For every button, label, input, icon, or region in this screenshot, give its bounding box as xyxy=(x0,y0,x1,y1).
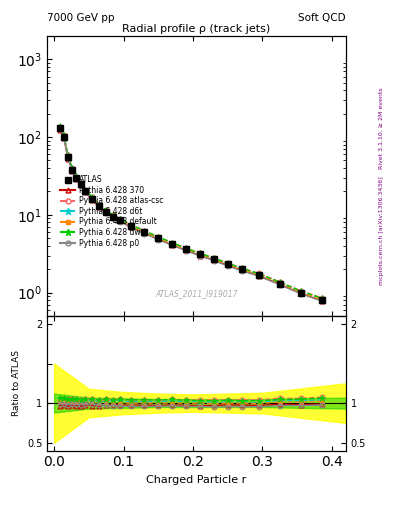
Text: Soft QCD: Soft QCD xyxy=(298,13,346,23)
Text: Rivet 3.1.10, ≥ 2M events: Rivet 3.1.10, ≥ 2M events xyxy=(379,87,384,169)
Text: mcplots.cern.ch [arXiv:1306.3436]: mcplots.cern.ch [arXiv:1306.3436] xyxy=(379,176,384,285)
Legend: ATLAS, Pythia 6.428 370, Pythia 6.428 atlas-csc, Pythia 6.428 d6t, Pythia 6.428 : ATLAS, Pythia 6.428 370, Pythia 6.428 at… xyxy=(57,173,167,250)
Text: 7000 GeV pp: 7000 GeV pp xyxy=(47,13,115,23)
Title: Radial profile ρ (track jets): Radial profile ρ (track jets) xyxy=(122,24,271,34)
Text: ATLAS_2011_I919017: ATLAS_2011_I919017 xyxy=(155,289,238,298)
X-axis label: Charged Particle r: Charged Particle r xyxy=(146,475,247,485)
Y-axis label: Ratio to ATLAS: Ratio to ATLAS xyxy=(12,350,21,416)
